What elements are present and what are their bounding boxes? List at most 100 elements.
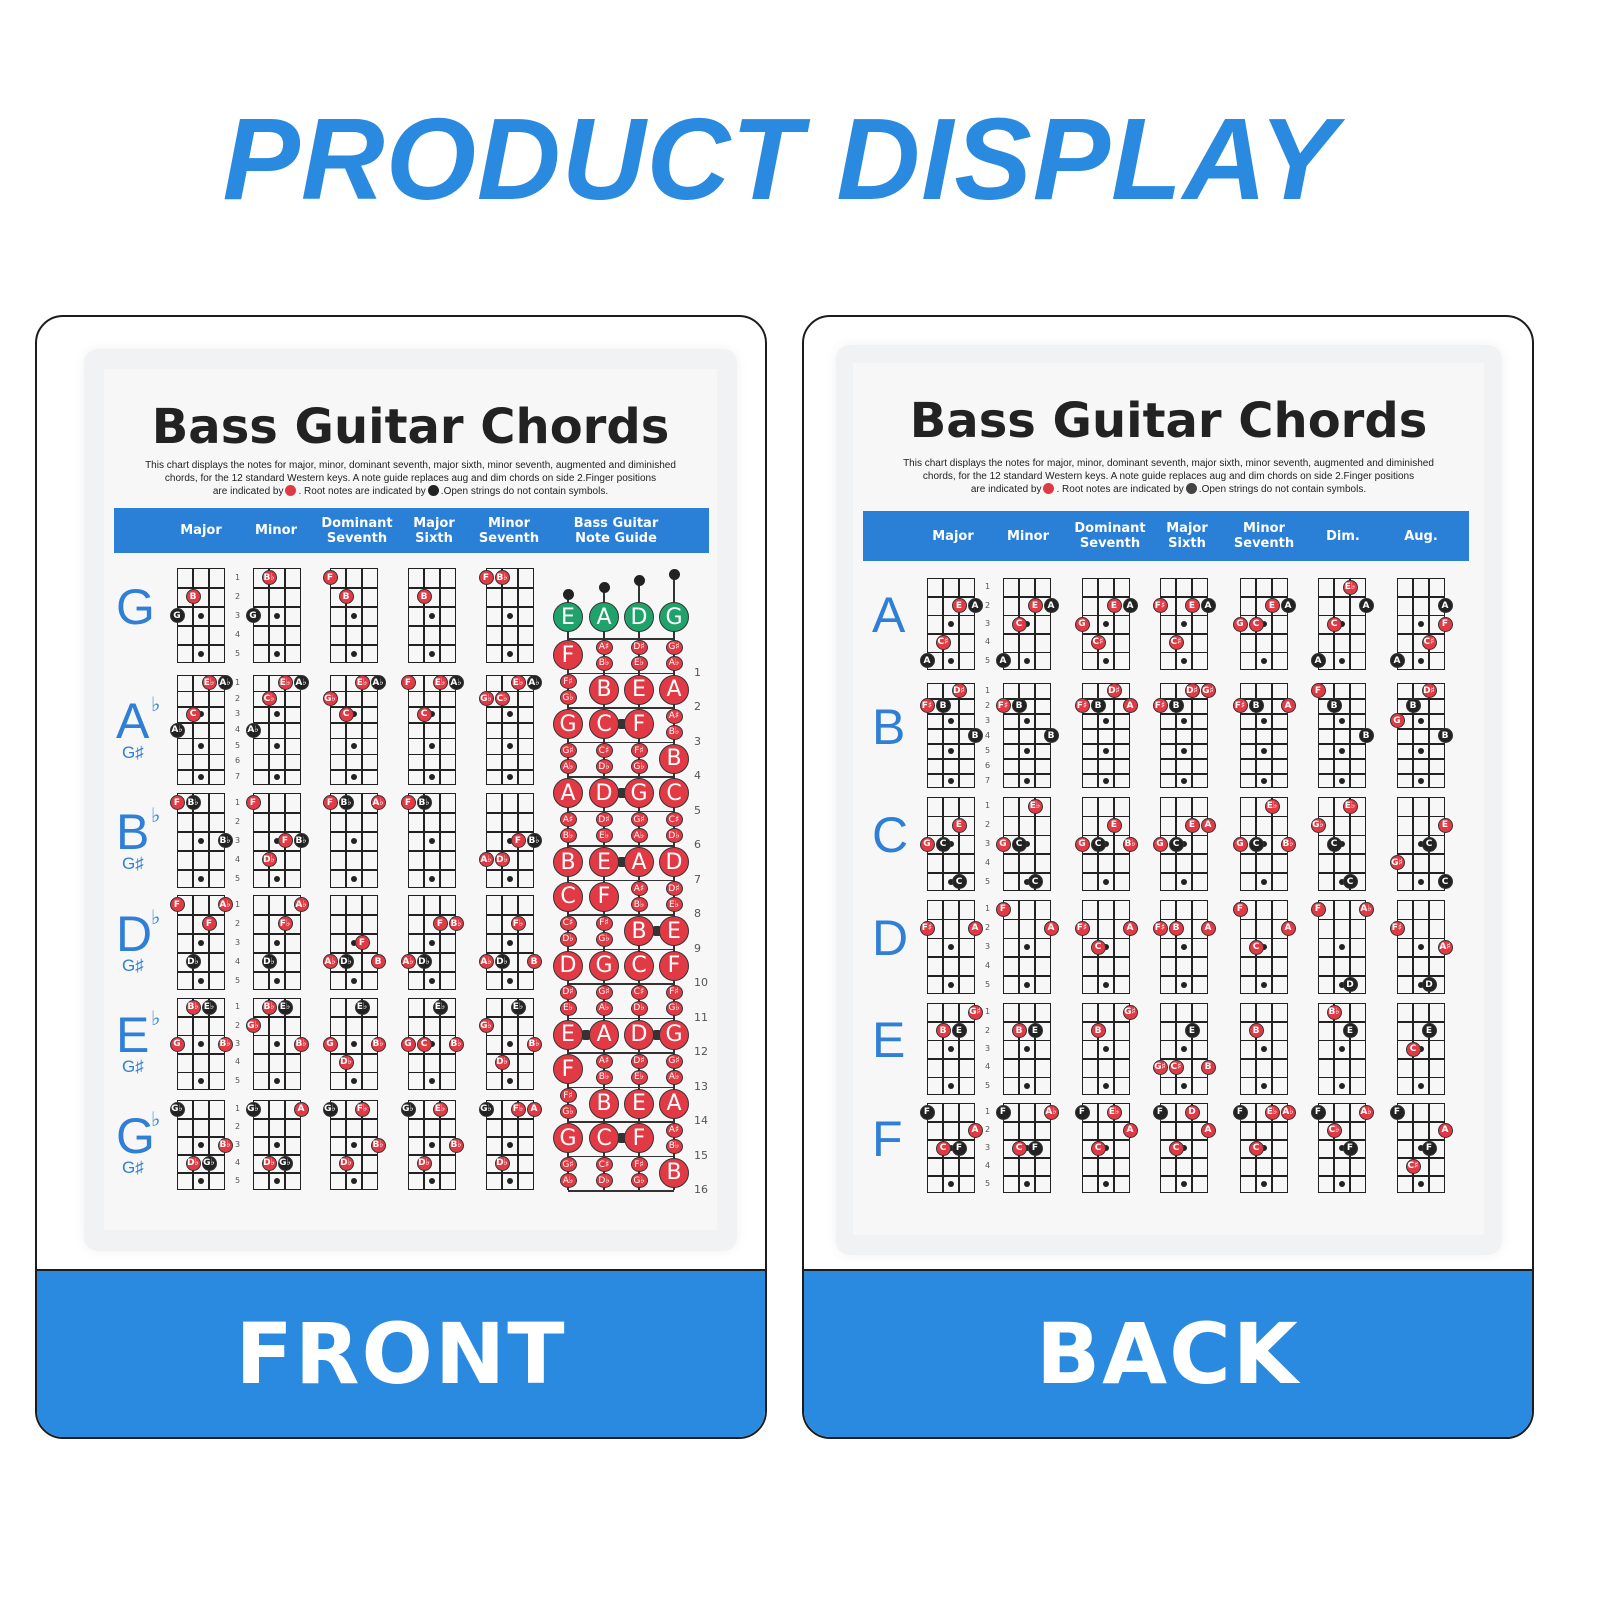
enharmonic-key: G♯ bbox=[122, 1057, 144, 1076]
fret-number: 5 bbox=[694, 803, 701, 817]
string-line bbox=[958, 578, 960, 670]
fret-line bbox=[568, 741, 674, 743]
finger-dot: C bbox=[1090, 1140, 1106, 1156]
fret-line bbox=[408, 1118, 456, 1120]
string-line bbox=[1191, 578, 1193, 670]
string-line bbox=[501, 793, 503, 888]
finger-dot: F bbox=[354, 935, 370, 950]
fret-number: 1 bbox=[235, 572, 241, 582]
fret-line bbox=[1082, 713, 1130, 715]
fret-line bbox=[253, 850, 301, 852]
finger-dot: C bbox=[1090, 939, 1106, 955]
finger-dot: C bbox=[185, 706, 201, 722]
chord-diagram bbox=[1160, 1003, 1208, 1095]
fret-marker bbox=[198, 1077, 204, 1084]
chord-diagram bbox=[1082, 1103, 1130, 1193]
finger-dot: E bbox=[1264, 598, 1280, 614]
root-note-dot: F bbox=[1342, 1140, 1358, 1156]
string-line bbox=[1097, 578, 1099, 670]
finger-dot: F bbox=[1310, 683, 1326, 698]
fret-marker bbox=[1103, 1082, 1109, 1089]
key-label: F bbox=[872, 1112, 916, 1182]
finger-dot: F bbox=[510, 833, 526, 848]
root-note-dot: E bbox=[1027, 1023, 1043, 1039]
fret-line bbox=[568, 1052, 674, 1054]
root-note-dot: F bbox=[1152, 1104, 1168, 1120]
finger-dot: C♭ bbox=[261, 691, 277, 707]
flat-note: B♭ bbox=[595, 1069, 613, 1085]
fret-line bbox=[927, 975, 975, 977]
finger-dot: F bbox=[169, 795, 185, 810]
finger-dot: F♯ bbox=[1074, 698, 1090, 713]
finger-dot: G bbox=[1232, 836, 1248, 852]
fret-line bbox=[1160, 633, 1208, 635]
natural-note: F bbox=[659, 950, 689, 981]
fret-line bbox=[253, 1071, 301, 1074]
string-line bbox=[1271, 797, 1273, 891]
flat-note: E♭ bbox=[630, 1069, 648, 1085]
enharmonic-key: G♯ bbox=[122, 743, 144, 762]
string-line bbox=[361, 675, 363, 785]
fret-marker bbox=[429, 612, 435, 619]
fret-line bbox=[1397, 975, 1445, 977]
fret-marker bbox=[1339, 981, 1345, 988]
natural-note: B bbox=[553, 847, 583, 878]
finger-dot: E♭ bbox=[1027, 798, 1043, 814]
fret-marker bbox=[1261, 841, 1267, 847]
finger-dot: B bbox=[338, 589, 354, 604]
root-note-dot: A♭ bbox=[245, 722, 261, 738]
fret-number: 5 bbox=[985, 1179, 991, 1188]
fret-line bbox=[408, 933, 456, 935]
finger-dot: F bbox=[400, 795, 416, 810]
fret-marker bbox=[274, 612, 280, 619]
fret-marker bbox=[198, 711, 204, 718]
fret-marker bbox=[1024, 717, 1030, 724]
fret-number: 1 bbox=[235, 899, 241, 909]
string-line bbox=[268, 675, 270, 785]
flat-note: D♭ bbox=[595, 759, 613, 775]
string-line bbox=[439, 998, 441, 1090]
fret-number: 1 bbox=[985, 1007, 991, 1017]
open-string-note: E bbox=[553, 602, 583, 632]
fret-line bbox=[1240, 975, 1288, 977]
finger-dot: E♭ bbox=[432, 675, 448, 691]
root-note-dot: A♭ bbox=[526, 675, 542, 691]
fret-line bbox=[177, 587, 225, 589]
fret-line bbox=[408, 831, 456, 833]
fret-line bbox=[1160, 1175, 1208, 1177]
front-label: FRONT bbox=[235, 1305, 567, 1403]
natural-note: E bbox=[553, 1019, 583, 1050]
fret-line bbox=[1082, 758, 1130, 760]
natural-note: D bbox=[659, 847, 689, 878]
finger-dot: B bbox=[1168, 920, 1184, 936]
finger-dot: F♯ bbox=[919, 698, 935, 713]
fret-number: 5 bbox=[235, 1075, 241, 1085]
fret-line bbox=[1318, 698, 1366, 700]
desc-text: . Root notes are indicated by bbox=[1056, 484, 1184, 495]
fret-number: 7 bbox=[694, 872, 701, 886]
fret-line bbox=[177, 952, 225, 954]
back-label-band: BACK bbox=[804, 1269, 1532, 1437]
sharp-note: D♯ bbox=[630, 1053, 648, 1069]
fret-line bbox=[486, 753, 534, 756]
finger-dot: A bbox=[1280, 920, 1296, 936]
fret-line bbox=[1240, 728, 1288, 730]
string-line bbox=[268, 895, 270, 990]
root-note-dot: B bbox=[935, 698, 951, 713]
fret-line bbox=[1003, 743, 1051, 745]
fret-line bbox=[1160, 758, 1208, 760]
fret-line bbox=[330, 587, 378, 589]
finger-dot: D♭ bbox=[494, 1054, 510, 1070]
root-note-dot: A bbox=[967, 598, 983, 614]
fret-marker bbox=[274, 1041, 280, 1047]
natural-note: B bbox=[659, 743, 689, 774]
fret-number: 1 bbox=[985, 582, 991, 592]
finger-dot: F bbox=[432, 916, 448, 931]
string-line bbox=[1412, 900, 1414, 994]
string-line bbox=[284, 1100, 286, 1190]
fret-line bbox=[1397, 1121, 1445, 1123]
fret-line bbox=[177, 625, 225, 627]
fret-marker bbox=[1418, 981, 1424, 988]
fret-marker bbox=[948, 878, 954, 885]
